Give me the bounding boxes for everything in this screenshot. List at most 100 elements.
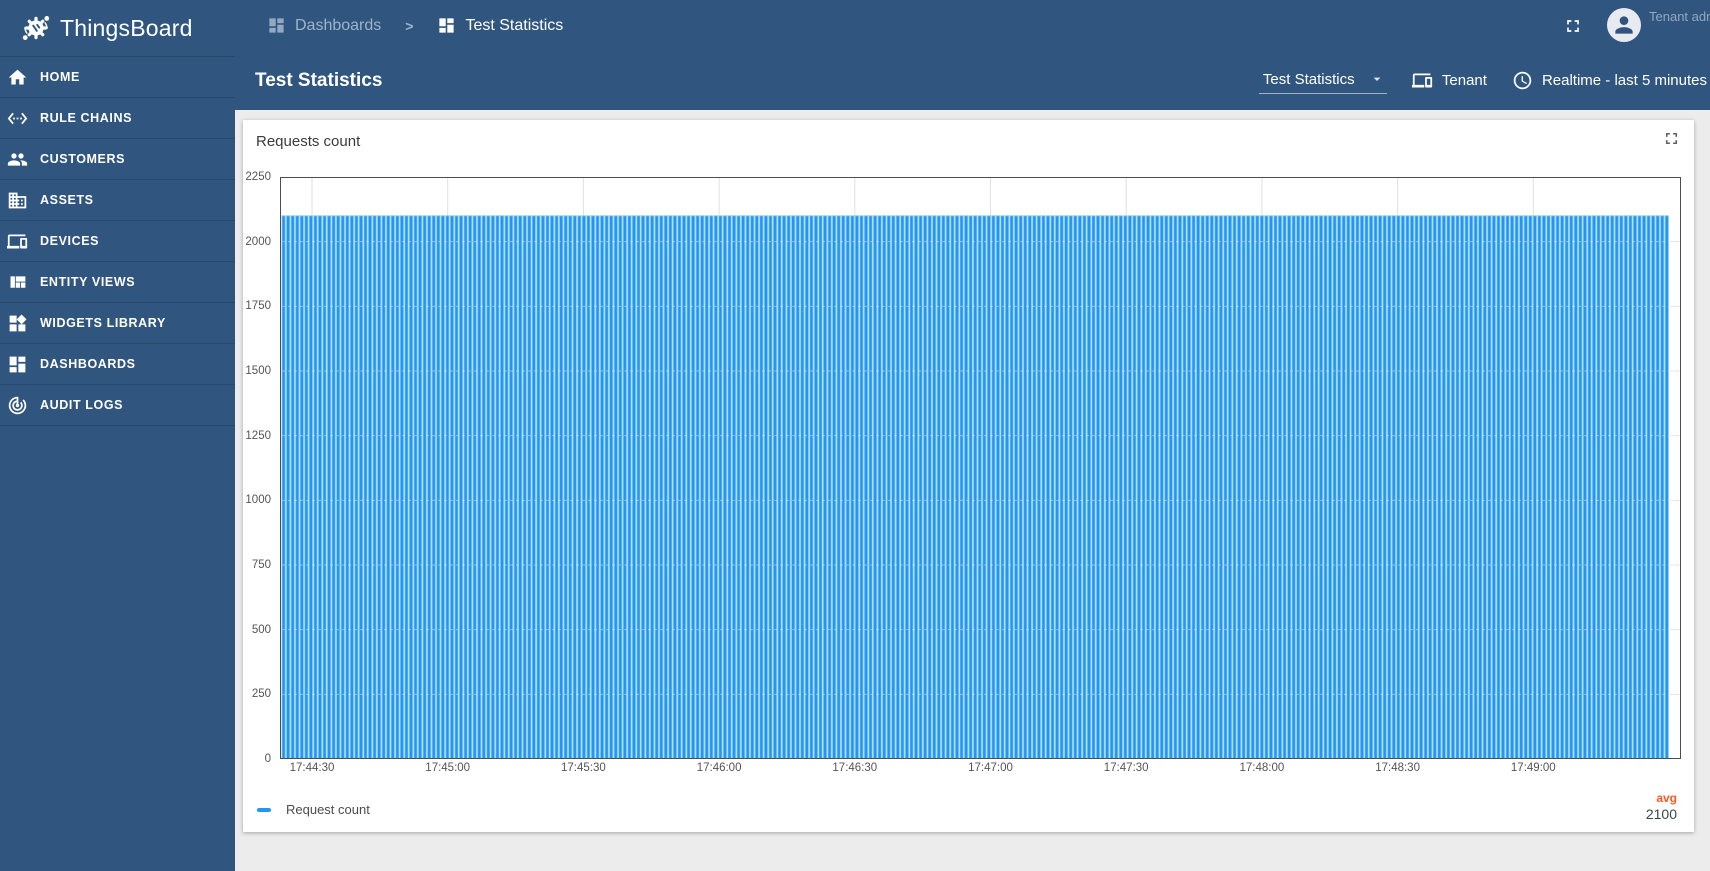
sidebar-item-entity-views[interactable]: ENTITY VIEWS	[0, 262, 235, 303]
bar	[1259, 215, 1264, 760]
sidebar-item-assets[interactable]: ASSETS	[0, 180, 235, 221]
bar	[718, 215, 723, 760]
sidebar-item-devices[interactable]: DEVICES	[0, 221, 235, 262]
x-tick-label: 17:45:30	[561, 762, 606, 774]
bar	[768, 215, 773, 760]
sidebar-item-label: WIDGETS LIBRARY	[40, 316, 166, 330]
bar	[1073, 215, 1078, 760]
sidebar-item-home[interactable]: HOME	[0, 57, 235, 98]
bar	[1287, 215, 1292, 760]
x-tick-label: 17:45:00	[425, 762, 471, 774]
y-tick-label: 1500	[245, 365, 271, 377]
bar	[1105, 215, 1110, 760]
bar	[914, 215, 919, 760]
bar	[709, 215, 714, 760]
user-avatar[interactable]	[1607, 8, 1641, 42]
bar	[973, 215, 978, 760]
bar	[850, 215, 855, 760]
bar	[1032, 215, 1037, 760]
bar	[1614, 215, 1619, 760]
bar	[918, 215, 923, 760]
bar	[595, 215, 600, 760]
timewindow-button[interactable]: Realtime - last 5 minutes	[1512, 70, 1707, 91]
sidebar-item-rule-chains[interactable]: RULE CHAINS	[0, 98, 235, 139]
sidebar-item-dashboards[interactable]: DASHBOARDS	[0, 344, 235, 385]
bar	[1528, 215, 1533, 760]
bar	[1373, 215, 1378, 760]
bar	[1005, 215, 1010, 760]
legend-series-color-swatch	[257, 807, 271, 812]
person-icon	[1615, 16, 1633, 34]
bar	[1027, 215, 1032, 760]
bar	[1227, 215, 1233, 760]
thingsboard-logo-icon	[22, 16, 50, 40]
logo[interactable]: ThingsBoard	[0, 0, 235, 57]
bar	[686, 215, 691, 760]
sidebar-item-customers[interactable]: CUSTOMERS	[0, 139, 235, 180]
bar	[659, 215, 664, 760]
bar	[1419, 215, 1424, 760]
bar	[463, 215, 468, 760]
bar	[577, 215, 582, 760]
entity-filter-button[interactable]: Tenant	[1411, 70, 1487, 91]
bar	[422, 215, 427, 760]
bar	[1237, 215, 1242, 760]
bar	[1318, 215, 1324, 760]
fullscreen-icon[interactable]	[1662, 129, 1681, 148]
bar	[1591, 215, 1597, 760]
bar	[645, 215, 650, 760]
bar	[1055, 215, 1060, 760]
bar	[759, 215, 764, 760]
bar	[741, 215, 746, 760]
sidebar-item-widgets-library[interactable]: WIDGETS LIBRARY	[0, 303, 235, 344]
bar	[1655, 215, 1660, 760]
legend-avg-header: avg	[1656, 791, 1677, 805]
bar	[559, 215, 564, 760]
bar	[863, 215, 869, 760]
bar	[809, 215, 814, 760]
bar-chart-svg	[280, 177, 1681, 760]
bar	[1246, 215, 1251, 760]
x-tick-label: 17:44:30	[289, 762, 335, 774]
bar	[818, 215, 823, 760]
bar	[873, 215, 878, 760]
fullscreen-icon[interactable]	[1563, 16, 1583, 36]
breadcrumb-dashboards-link[interactable]: Dashboards	[295, 16, 382, 34]
bar	[1309, 215, 1314, 760]
bar	[945, 215, 950, 760]
bar	[1077, 215, 1082, 760]
legend-series-label: Request count	[286, 802, 370, 817]
dashboard-content: Requests count 0 250 500 750 1000 1250 1500 175…	[235, 110, 1710, 871]
chevron-down-icon	[1373, 77, 1380, 81]
clock-icon	[1513, 71, 1532, 90]
bar	[909, 215, 914, 760]
bar	[1264, 215, 1269, 760]
bar	[1127, 215, 1132, 760]
timewindow-label: Realtime - last 5 minutes	[1541, 72, 1707, 89]
bar	[1155, 215, 1160, 760]
bar	[1660, 215, 1665, 760]
bar	[650, 215, 655, 760]
bar	[1578, 215, 1583, 760]
legend-series-item[interactable]: Request count	[257, 802, 370, 817]
bar	[763, 215, 768, 760]
bar	[791, 215, 796, 760]
bar	[1296, 215, 1301, 760]
bar	[1136, 215, 1142, 760]
bar-chart-plot[interactable]	[280, 177, 1681, 760]
bar	[1487, 215, 1492, 760]
bar	[732, 215, 737, 760]
bar	[1214, 215, 1219, 760]
bar	[581, 215, 586, 760]
bar	[550, 215, 555, 760]
sidebar-item-audit-logs[interactable]: AUDIT LOGS	[0, 385, 235, 426]
bar	[1409, 215, 1415, 760]
bar	[1114, 215, 1119, 760]
bar	[1036, 215, 1041, 760]
home-icon	[8, 69, 27, 84]
bar	[313, 215, 318, 760]
dashboard-state-select[interactable]: Test Statistics	[1258, 68, 1387, 94]
bar	[841, 215, 846, 760]
bar	[1596, 215, 1601, 760]
bar	[1064, 215, 1069, 760]
